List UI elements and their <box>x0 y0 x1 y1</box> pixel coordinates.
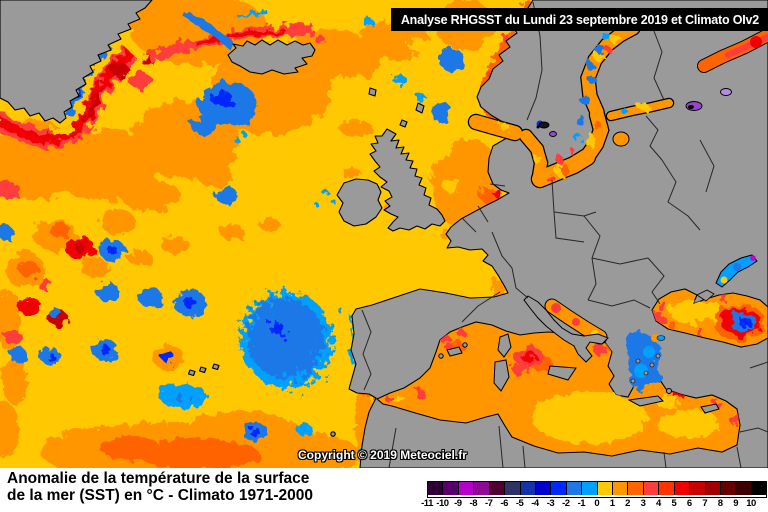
baltic-anomaly-dabs <box>501 32 649 181</box>
minorca-island <box>462 342 468 348</box>
colorbar-cell <box>736 482 752 495</box>
analysis-banner-text: Analyse RHGSST du Lundi 23 septembre 201… <box>400 12 759 27</box>
mid-atlantic-cold-pool <box>241 292 333 388</box>
ireland-landmass <box>336 178 383 227</box>
madeira-island <box>330 431 336 437</box>
corsica-island <box>497 333 512 358</box>
colorbar-tick-label: 8 <box>717 498 723 509</box>
sea-of-marmara <box>656 335 666 341</box>
britain-landmass <box>369 128 446 232</box>
colorbar-tick-label: 7 <box>702 498 708 509</box>
country-borders <box>361 1 768 469</box>
baltic-sea <box>467 20 675 189</box>
colorbar-tick-label: 1 <box>609 498 615 509</box>
colorbar-tick-label: 5 <box>671 498 677 509</box>
colorbar-tick-label: -10 <box>436 498 449 509</box>
black-sea <box>651 254 768 348</box>
colorbar-cell <box>551 482 567 495</box>
colorbar-tick-label: 0 <box>594 498 600 509</box>
crimea-peninsula <box>696 289 715 302</box>
colorbar-cell <box>643 482 660 495</box>
lakes <box>538 88 732 137</box>
colorbar-tick-label: -2 <box>562 498 570 509</box>
lake-vanern <box>538 121 550 129</box>
colorbar-tick-label: -9 <box>454 498 462 509</box>
colorbar-cell <box>428 482 444 495</box>
colorbar-cell <box>520 482 536 495</box>
colorbar-tick-label: -7 <box>484 498 493 509</box>
caption-line-2: de la mer (SST) en °C - Climato 1971-200… <box>7 486 313 504</box>
colorbar-tick-label: 10 <box>746 498 756 509</box>
cyprus-island <box>700 403 720 414</box>
colorbar-labels: -11 -10 -9 -8 -7 -6 -5 -4 -3 -2 -1 0 1 2 3 4 5 6 7 8 9 10 <box>421 498 768 510</box>
mallorca-island <box>446 346 463 357</box>
colorbar-tick-label: -8 <box>469 498 478 509</box>
colorbar-cell <box>613 482 629 495</box>
colorbar-cell <box>458 482 475 495</box>
analysis-banner: Analyse RHGSST du Lundi 23 septembre 201… <box>390 8 768 31</box>
anomaly-colorbar: -11 -10 -9 -8 -7 -6 -5 -4 -3 -2 -1 0 1 2 3 4 5 6 7 8 9 10 <box>421 481 768 511</box>
colorbar-cell <box>489 482 506 495</box>
shetland-islands <box>415 102 425 114</box>
colorbar-tick-label: 2 <box>625 498 630 509</box>
colorbar-cell <box>705 482 722 495</box>
lake-ladoga <box>685 101 703 111</box>
black-sea-anomalies <box>654 293 765 340</box>
caption-line-1: Anomalie de la température de la surface <box>7 470 310 487</box>
colorbar-tick-label: -3 <box>546 498 555 509</box>
rhodes-island <box>666 388 672 394</box>
colorbar-tick-label: -5 <box>515 498 524 509</box>
white-sea-anomaly <box>697 27 768 73</box>
legend-footer: Anomalie de la température de la surface… <box>0 468 768 512</box>
colorbar-tick-label: 4 <box>656 498 661 509</box>
colorbar-tick-label: -1 <box>577 498 586 509</box>
greenland-landmass <box>0 0 153 124</box>
copyright-watermark: Copyright © 2019 Meteociel.fr <box>298 448 467 462</box>
sst-map-canvas <box>0 0 768 482</box>
colorbar-tick-label: 3 <box>640 498 646 509</box>
sicily-island <box>547 365 577 381</box>
sardinia-island <box>493 359 510 392</box>
colorbar-cell <box>597 482 614 495</box>
colorbar-cell <box>628 482 644 495</box>
italy-landmass <box>523 295 609 363</box>
colorbar-tick-label: -4 <box>531 498 539 509</box>
colorbar-cell <box>505 482 521 495</box>
colorbar-cell <box>535 482 552 495</box>
azores-islands <box>187 363 220 377</box>
ibiza-island <box>438 353 444 359</box>
sst-anomaly-map: Analyse RHGSST du Lundi 23 septembre 201… <box>0 0 768 482</box>
orkney-islands <box>399 119 408 128</box>
aegean-cold-patch <box>625 331 666 391</box>
crete-island <box>627 395 665 407</box>
colorbar-cell <box>751 482 767 495</box>
colorbar-tick-label: 6 <box>686 498 692 509</box>
colorbar-cell <box>659 482 675 495</box>
colorbar-cell <box>674 482 691 495</box>
mediterranean-islands <box>438 295 720 414</box>
colorbar-cell <box>443 482 459 495</box>
iceland-landmass <box>227 39 316 75</box>
colorbar-cell <box>721 482 737 495</box>
map-caption: Anomalie de la température de la surface… <box>7 470 313 504</box>
colorbar-cell <box>566 482 583 495</box>
colorbar-cell <box>474 482 490 495</box>
colorbar-cell <box>582 482 598 495</box>
faroe-islands <box>368 87 377 97</box>
lake-vattern <box>549 131 557 137</box>
lake-onega <box>720 88 732 96</box>
colorbar-tick-label: -6 <box>500 498 508 509</box>
colorbar-tick-label: 9 <box>733 498 738 509</box>
colorbar-cell <box>690 482 706 495</box>
colorbar-cells <box>427 481 768 498</box>
adriatic-sea <box>544 298 608 345</box>
colorbar-tick-label: -11 <box>421 498 433 509</box>
azov-extreme-anomaly <box>750 255 756 261</box>
